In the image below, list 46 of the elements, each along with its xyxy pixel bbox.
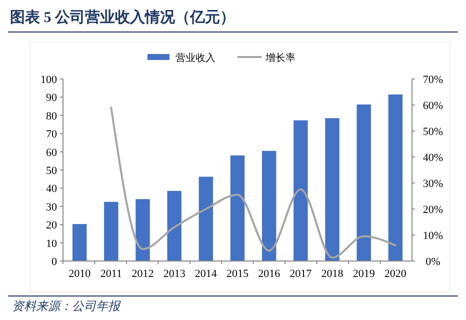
bar <box>136 199 150 261</box>
y-tick-label: 80 <box>46 110 58 122</box>
x-tick-label: 2018 <box>321 268 344 280</box>
bar <box>167 190 182 261</box>
y2-tick-label: 30% <box>422 178 444 190</box>
x-tick-label: 2019 <box>352 268 376 280</box>
bar <box>356 104 371 261</box>
x-tick-label: 2012 <box>132 268 154 280</box>
legend-label: 营业收入 <box>176 52 216 64</box>
x-tick-label: 2020 <box>384 268 407 280</box>
bar <box>72 224 87 261</box>
y-tick-label: 40 <box>46 183 58 196</box>
x-tick-label: 2010 <box>68 268 92 280</box>
bar <box>262 150 276 261</box>
y2-tick-label: 40% <box>422 152 444 164</box>
chart-title: 图表 5 公司营业收入情况（亿元） <box>10 9 235 26</box>
x-tick-label: 2014 <box>194 268 218 280</box>
y2-tick-label: 50% <box>422 126 444 138</box>
x-tick-label: 2017 <box>290 268 312 280</box>
line-series <box>110 106 396 259</box>
x-tick-label: 2016 <box>258 268 281 280</box>
bar <box>325 118 340 261</box>
x-tick-label: 2013 <box>163 268 186 280</box>
bar <box>230 155 245 261</box>
bar <box>294 120 308 261</box>
y2-tick-label: 20% <box>422 204 444 216</box>
bar <box>104 202 118 261</box>
x-tick-label: 2011 <box>100 268 122 280</box>
y-tick-label: 100 <box>40 74 58 86</box>
y-tick-label: 20 <box>46 220 58 232</box>
y-tick-label: 70 <box>46 128 58 141</box>
y2-tick-label: 0% <box>426 256 440 268</box>
y-tick-label: 60 <box>46 146 58 159</box>
y-tick-label: 0 <box>52 256 58 268</box>
y2-tick-label: 70% <box>422 74 444 86</box>
y-tick-label: 30 <box>46 201 58 214</box>
legend-label: 增长率 <box>264 52 296 64</box>
text: 资料来源：公司年报 <box>12 299 121 313</box>
x-tick-label: 2015 <box>226 268 249 280</box>
bar <box>198 176 214 261</box>
bar <box>388 94 403 261</box>
y-tick-label: 90 <box>46 92 58 104</box>
y-tick-label: 50 <box>46 165 58 177</box>
y2-tick-label: 60% <box>422 100 444 112</box>
y-tick-label: 10 <box>46 238 58 250</box>
y2-tick-label: 10% <box>422 230 444 242</box>
